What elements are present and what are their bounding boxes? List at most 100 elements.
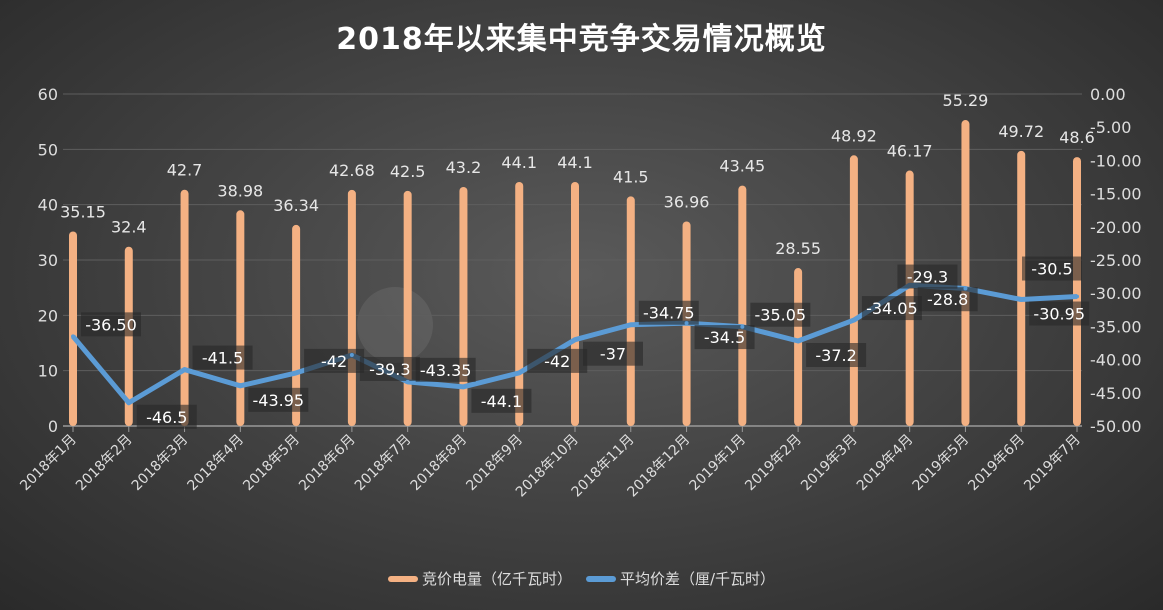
bar[interactable]: [347, 189, 356, 426]
line-label-box: [861, 296, 922, 321]
line-data-label: -35.05: [755, 306, 807, 325]
x-tick-label: 2018年5月: [240, 432, 303, 495]
line-data-label: -43.95: [253, 391, 305, 410]
line-point[interactable]: [740, 324, 745, 329]
bar-data-label: 48.92: [831, 126, 877, 145]
bar[interactable]: [69, 231, 77, 426]
line-point[interactable]: [684, 321, 689, 326]
bar-data-label: 36.34: [273, 196, 319, 215]
right-tick-label: -25.00: [1090, 251, 1142, 270]
bar-data-label: 42.68: [329, 161, 375, 180]
line-label-box: [897, 264, 958, 289]
bar[interactable]: [961, 120, 970, 426]
bar[interactable]: [515, 181, 524, 426]
left-tick-label: 0: [48, 417, 58, 436]
line-label-box: [304, 348, 365, 373]
line-point[interactable]: [405, 379, 410, 384]
line-point[interactable]: [851, 318, 856, 323]
line-point[interactable]: [573, 337, 577, 342]
line-data-label: -44.1: [481, 392, 522, 411]
line-point[interactable]: [963, 286, 968, 291]
left-tick-label: 30: [38, 251, 58, 270]
x-tick-label: 2018年2月: [73, 432, 136, 495]
line-label-box: [806, 343, 867, 368]
left-tick-label: 20: [38, 306, 58, 325]
bar-data-label: 35.15: [60, 203, 106, 222]
line-label-box: [136, 404, 197, 429]
line-point[interactable]: [628, 322, 633, 327]
line-label-box: [750, 302, 811, 327]
line-label-box: [527, 348, 588, 373]
line-point[interactable]: [1019, 297, 1024, 302]
legend-item-line[interactable]: 平均价差（厘/千瓦时）: [585, 568, 776, 589]
right-tick-label: -20.00: [1090, 218, 1142, 237]
line-label-box: [81, 312, 141, 337]
bar-data-label: 49.72: [998, 122, 1044, 141]
bar-data-label: 55.29: [943, 91, 989, 110]
legend-swatch-bar: [387, 575, 418, 582]
line-point[interactable]: [294, 370, 299, 375]
line-data-label: -43.35: [420, 361, 472, 380]
bar-data-label: 43.45: [719, 157, 765, 176]
x-tick-label: 2018年8月: [408, 432, 471, 495]
line-label-box: [192, 345, 253, 370]
line-point[interactable]: [182, 367, 187, 372]
x-tick-label: 2019年6月: [965, 432, 1028, 495]
left-tick-label: 40: [38, 196, 58, 215]
bar[interactable]: [626, 196, 635, 426]
bar[interactable]: [571, 181, 579, 426]
line-point[interactable]: [461, 384, 466, 389]
line-data-label: -39.3: [369, 360, 410, 379]
bar[interactable]: [849, 155, 858, 426]
bar[interactable]: [1017, 150, 1026, 426]
x-tick-label: 2019年1月: [687, 432, 750, 495]
x-tick-label: 2018年3月: [129, 432, 192, 495]
line-point[interactable]: [126, 400, 131, 405]
right-tick-label: -45.00: [1090, 384, 1142, 403]
bar[interactable]: [1073, 157, 1081, 426]
x-tick-label: 2018年4月: [185, 432, 248, 495]
bar-data-label: 44.1: [557, 153, 593, 172]
line-point[interactable]: [349, 352, 354, 357]
x-tick-label: 2019年7月: [1021, 432, 1084, 495]
bar-data-label: 32.4: [111, 218, 147, 237]
legend-item-bar[interactable]: 竞价电量（亿千瓦时）: [387, 568, 572, 589]
line-label-box: [638, 300, 699, 325]
bar-data-label: 48.6: [1059, 128, 1095, 147]
line-label-box: [694, 325, 755, 350]
bar[interactable]: [403, 190, 412, 426]
right-tick-label: -40.00: [1090, 351, 1142, 370]
bar-data-label: 41.5: [613, 167, 649, 186]
right-tick-label: -5.00: [1090, 118, 1131, 137]
line-data-label: -46.5: [146, 408, 187, 427]
legend-label-line: 平均价差（厘/千瓦时）: [619, 570, 776, 588]
line-data-label: -41.5: [202, 349, 243, 368]
line-label-box: [248, 387, 309, 412]
line-point[interactable]: [517, 370, 522, 375]
line-data-label: -30.5: [1031, 260, 1072, 279]
left-tick-label: 10: [38, 362, 58, 381]
bar[interactable]: [236, 210, 245, 426]
line-label-box: [359, 356, 420, 381]
legend-label-bar: 竞价电量（亿千瓦时）: [421, 570, 572, 588]
x-tick-label: 2019年3月: [798, 432, 861, 495]
line-label-box: [415, 357, 476, 382]
line-point[interactable]: [238, 383, 243, 388]
line-point[interactable]: [71, 334, 75, 339]
x-tick-label: 2019年5月: [910, 432, 973, 495]
bar[interactable]: [794, 268, 803, 426]
bar[interactable]: [459, 186, 468, 426]
x-tick-label: 2018年7月: [352, 432, 415, 495]
bar-data-label: 28.55: [775, 239, 821, 258]
line-point[interactable]: [796, 339, 801, 344]
line-point[interactable]: [1075, 294, 1079, 299]
bar[interactable]: [738, 185, 747, 426]
line-label-box: [1022, 256, 1082, 281]
left-tick-label: 60: [38, 85, 58, 104]
bar[interactable]: [180, 189, 189, 426]
line-data-label: -34.75: [643, 304, 695, 323]
line-data-label: -42: [321, 352, 347, 371]
right-tick-label: 0.00: [1090, 85, 1126, 104]
right-tick-label: -30.00: [1090, 284, 1142, 303]
